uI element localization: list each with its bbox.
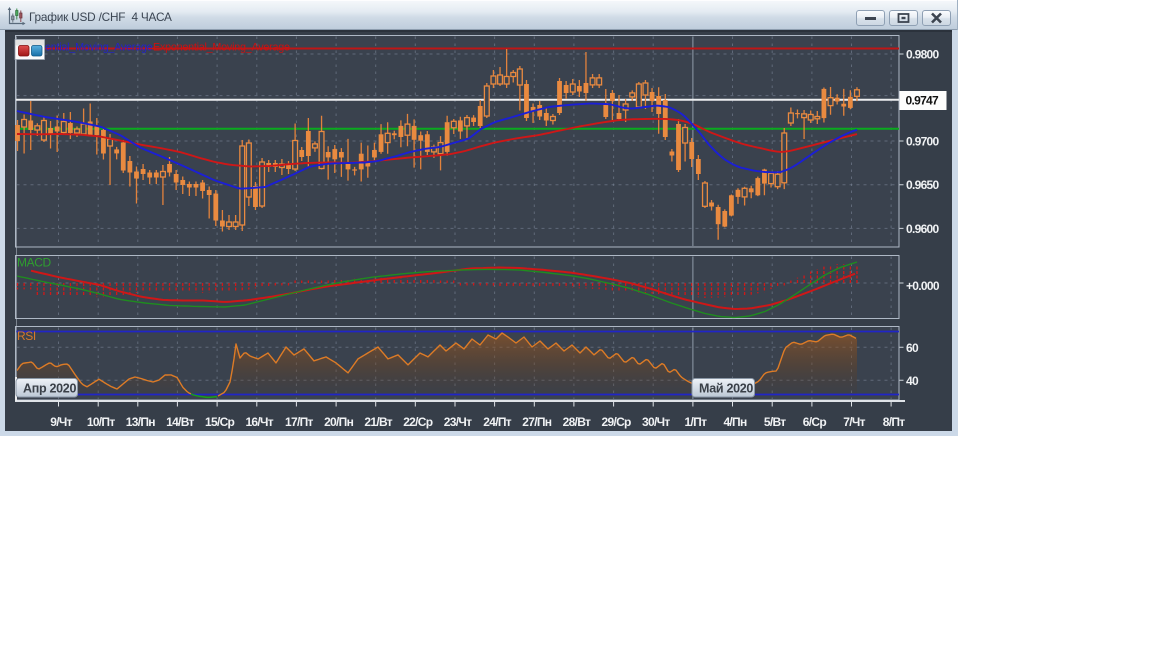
svg-text:Exponential_Moving_Average: Exponential_Moving_Average: [153, 42, 290, 54]
svg-text:29/Ср: 29/Ср: [602, 415, 632, 429]
svg-text:22/Ср: 22/Ср: [403, 415, 433, 429]
svg-text:30/Чт: 30/Чт: [642, 415, 670, 429]
svg-text:7/Чт: 7/Чт: [843, 415, 865, 429]
svg-text:0.9700: 0.9700: [906, 135, 940, 149]
svg-text:RSI: RSI: [17, 329, 36, 343]
svg-text:0.9600: 0.9600: [906, 222, 940, 236]
svg-text:1/Пт: 1/Пт: [685, 415, 708, 429]
svg-text:9/Чт: 9/Чт: [50, 415, 72, 429]
svg-text:40: 40: [906, 374, 919, 388]
svg-text:28/Вт: 28/Вт: [563, 415, 591, 429]
svg-text:4/Пн: 4/Пн: [723, 415, 747, 429]
svg-text:5/Вт: 5/Вт: [764, 415, 786, 429]
svg-text:14/Вт: 14/Вт: [166, 415, 194, 429]
svg-text:60: 60: [906, 341, 919, 355]
svg-text:10/Пт: 10/Пт: [87, 415, 116, 429]
svg-text:20/Пн: 20/Пн: [324, 415, 354, 429]
svg-text:6/Ср: 6/Ср: [803, 415, 827, 429]
svg-text:8/Пт: 8/Пт: [883, 415, 906, 429]
svg-text:0.9650: 0.9650: [906, 178, 940, 192]
svg-text:21/Вт: 21/Вт: [364, 415, 392, 429]
svg-text:13/Пн: 13/Пн: [126, 415, 156, 429]
svg-text:23/Чт: 23/Чт: [444, 415, 472, 429]
svg-text:15/Ср: 15/Ср: [205, 415, 235, 429]
svg-text:0.9800: 0.9800: [906, 48, 940, 62]
svg-text:24/Пт: 24/Пт: [483, 415, 512, 429]
svg-text:Апр 2020: Апр 2020: [23, 381, 76, 395]
svg-text:ential_Moving_Average: ential_Moving_Average: [45, 42, 153, 54]
svg-text:16/Чт: 16/Чт: [245, 415, 273, 429]
svg-text:0.9747: 0.9747: [906, 94, 940, 108]
svg-text:MACD: MACD: [17, 256, 51, 270]
svg-text:+0.000: +0.000: [906, 279, 940, 293]
svg-text:17/Пт: 17/Пт: [285, 415, 314, 429]
svg-text:Май 2020: Май 2020: [699, 381, 753, 395]
svg-text:27/Пн: 27/Пн: [522, 415, 552, 429]
